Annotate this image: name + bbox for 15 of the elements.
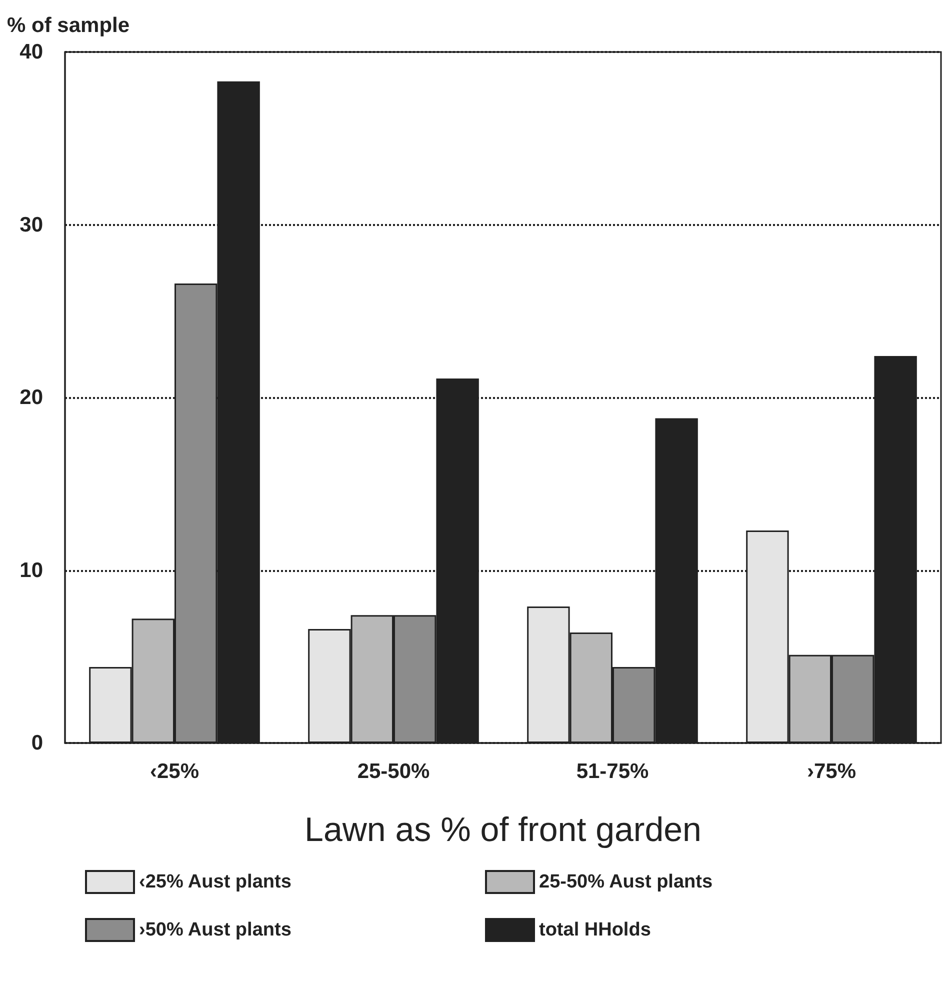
legend-label: ‹25% Aust plants — [139, 872, 292, 892]
y-tick-label: 40 — [20, 40, 43, 64]
y-tick-label: 10 — [20, 558, 43, 582]
x-tick-label: ‹25% — [150, 760, 200, 783]
y-tick-label: 0 — [31, 732, 43, 754]
x-axis-title: Lawn as % of front garden — [304, 811, 702, 849]
x-tick-label: 51-75% — [576, 760, 650, 783]
legend-label: 25-50% Aust plants — [539, 872, 713, 892]
x-tick-label: 25-50% — [357, 760, 430, 783]
y-axis-title: % of sample — [7, 14, 130, 37]
legend-label: total HHolds — [539, 920, 651, 940]
legend-label: ›50% Aust plants — [139, 920, 292, 940]
x-tick-label: ›75% — [806, 760, 856, 783]
y-tick-label: 20 — [20, 386, 43, 409]
y-tick-label: 30 — [20, 213, 43, 236]
